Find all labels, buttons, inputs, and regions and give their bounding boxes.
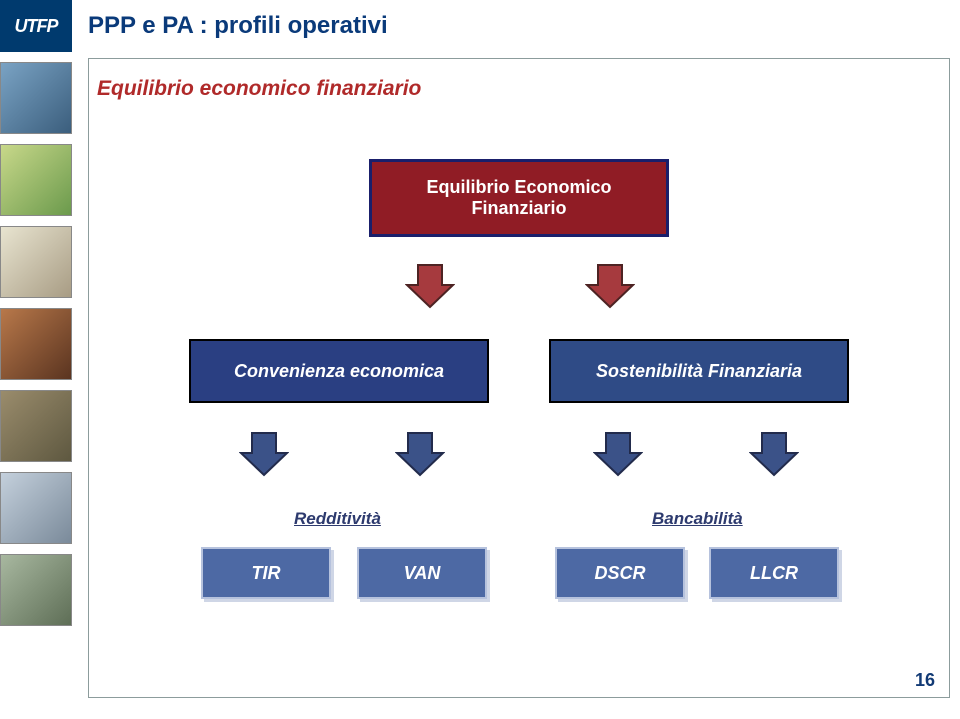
slide-content: PPP e PA : profili operativi Equilibrio … — [80, 0, 960, 719]
node-llcr-label: LLCR — [750, 563, 798, 584]
node-van: VAN — [357, 547, 487, 599]
sidebar-thumbnail — [0, 144, 72, 216]
node-van-label: VAN — [404, 563, 441, 584]
sidebar-thumbnail — [0, 226, 72, 298]
sidebar-thumbnail — [0, 472, 72, 544]
node-convenienza: Convenienza economica — [189, 339, 489, 403]
node-dscr-label: DSCR — [594, 563, 645, 584]
label-bancabilita: Bancabilità — [652, 509, 743, 529]
sidebar-thumbnail — [0, 554, 72, 626]
node-convenienza-label: Convenienza economica — [234, 361, 444, 382]
arrow-down-icon — [593, 429, 643, 479]
slide-subtitle: Equilibrio economico finanziario — [97, 77, 949, 101]
node-tir: TIR — [201, 547, 331, 599]
node-sostenibilita: Sostenibilità Finanziaria — [549, 339, 849, 403]
sidebar-thumbnail — [0, 62, 72, 134]
node-equilibrio-line1: Equilibrio Economico — [372, 177, 666, 198]
arrow-down-icon — [749, 429, 799, 479]
logo: UTFP — [0, 0, 72, 52]
sidebar-thumbnail — [0, 390, 72, 462]
node-sostenibilita-label: Sostenibilità Finanziaria — [596, 361, 802, 382]
sidebar: UTFP — [0, 0, 72, 719]
arrow-down-icon — [405, 261, 455, 311]
node-dscr: DSCR — [555, 547, 685, 599]
page-number: 16 — [915, 670, 935, 691]
arrow-down-icon — [585, 261, 635, 311]
node-equilibrio: Equilibrio Economico Finanziario — [369, 159, 669, 237]
node-tir-label: TIR — [252, 563, 281, 584]
slide-title: PPP e PA : profili operativi — [88, 12, 960, 40]
arrow-down-icon — [395, 429, 445, 479]
arrow-down-icon — [239, 429, 289, 479]
content-frame: Equilibrio economico finanziario Equilib… — [88, 58, 950, 698]
label-redditivita: Redditività — [294, 509, 381, 529]
node-llcr: LLCR — [709, 547, 839, 599]
sidebar-thumbnail — [0, 308, 72, 380]
node-equilibrio-line2: Finanziario — [372, 198, 666, 219]
